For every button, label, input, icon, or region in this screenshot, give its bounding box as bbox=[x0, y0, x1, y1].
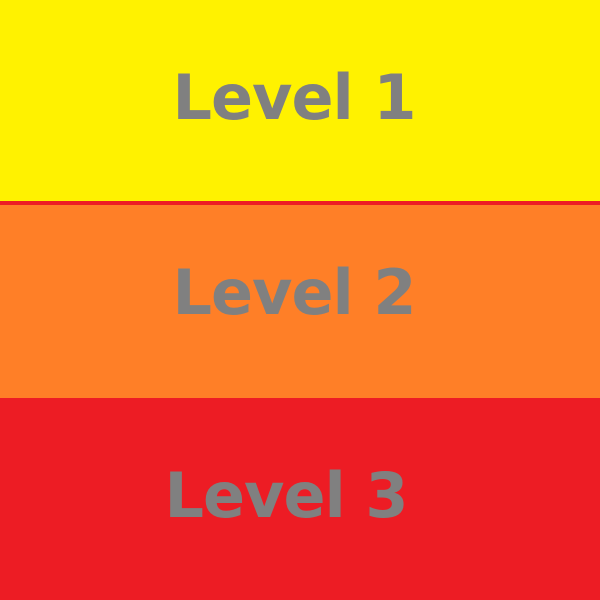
level-2-band: Level 2 bbox=[0, 205, 600, 398]
level-1-label: Level 1 bbox=[172, 60, 417, 134]
level-divider bbox=[0, 201, 600, 205]
level-1-band: Level 1 bbox=[0, 0, 600, 201]
level-3-label: Level 3 bbox=[164, 459, 409, 532]
level-3-band: Level 3 bbox=[0, 398, 600, 600]
level-2-label: Level 2 bbox=[172, 255, 417, 329]
